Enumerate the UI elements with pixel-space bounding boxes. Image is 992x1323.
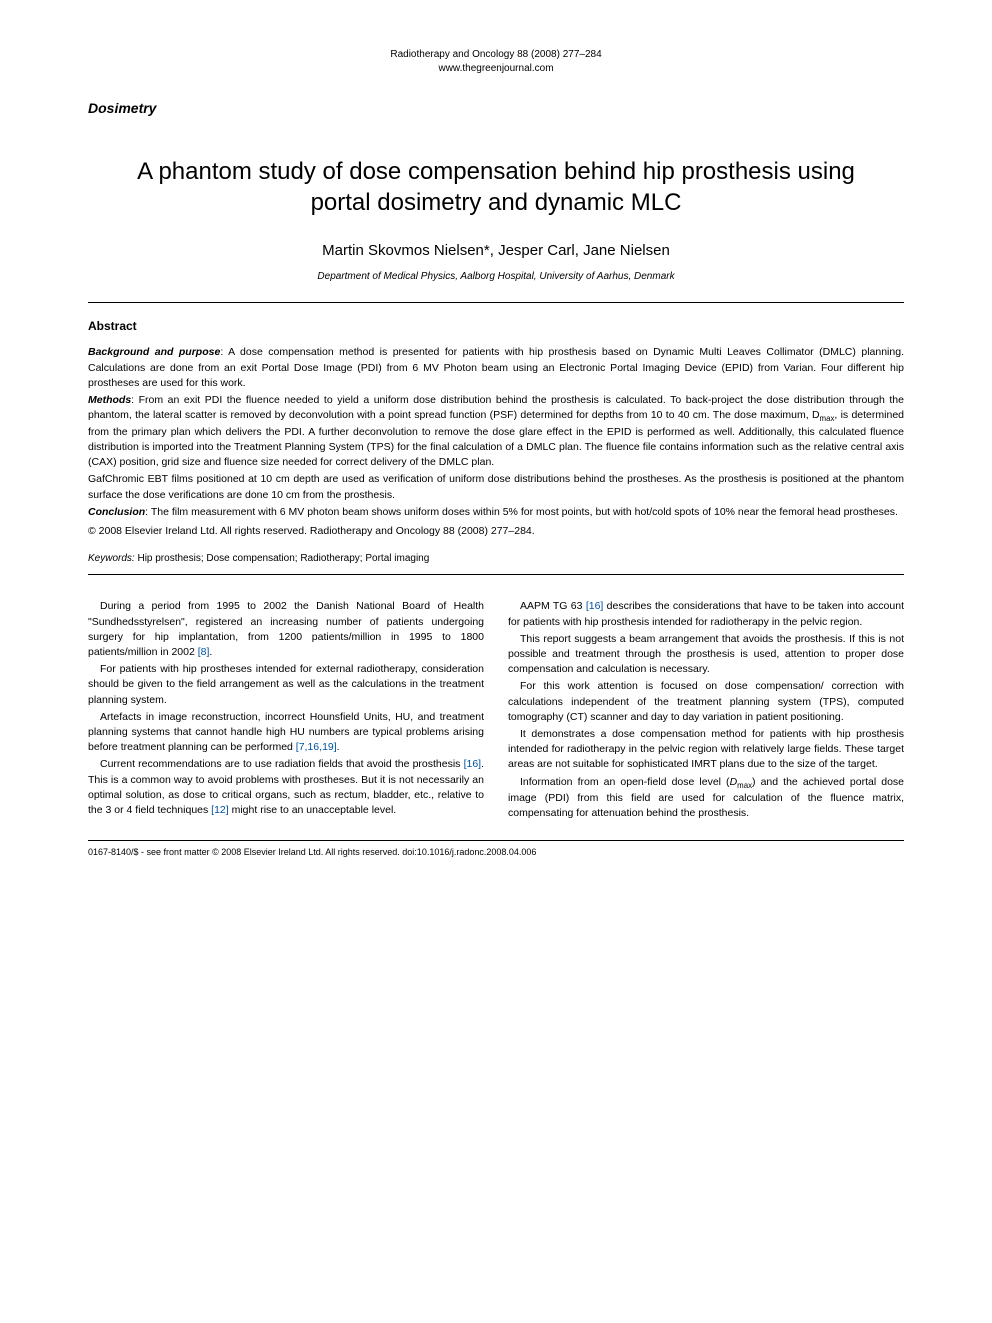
body-p1: During a period from 1995 to 2002 the Da… xyxy=(88,599,484,660)
keywords: Keywords: Hip prosthesis; Dose compensat… xyxy=(88,553,904,564)
abstract-methods-1: Methods: From an exit PDI the fluence ne… xyxy=(88,393,904,470)
copyright: © 2008 Elsevier Ireland Ltd. All rights … xyxy=(88,524,904,539)
section-label: Dosimetry xyxy=(88,100,904,116)
article-title: A phantom study of dose compensation beh… xyxy=(88,156,904,218)
authors: Martin Skovmos Nielsen*, Jesper Carl, Ja… xyxy=(88,242,904,259)
methods-text-1: : From an exit PDI the fluence needed to… xyxy=(88,394,904,421)
journal-header: Radiotherapy and Oncology 88 (2008) 277–… xyxy=(88,48,904,76)
conclusion-text: : The film measurement with 6 MV photon … xyxy=(145,506,898,518)
methods-sub: max xyxy=(820,414,835,423)
body-text: During a period from 1995 to 2002 the Da… xyxy=(88,599,904,822)
keywords-label: Keywords: xyxy=(88,553,135,564)
ref-16a[interactable]: [16] xyxy=(464,758,482,770)
body-p6: This report suggests a beam arrangement … xyxy=(508,632,904,678)
background-label: Background and purpose xyxy=(88,346,220,358)
abstract-methods-2: GafChromic EBT films positioned at 10 cm… xyxy=(88,472,904,502)
abstract-background: Background and purpose: A dose compensat… xyxy=(88,345,904,391)
ref-12[interactable]: [12] xyxy=(211,804,229,816)
keywords-text: Hip prosthesis; Dose compensation; Radio… xyxy=(135,553,430,564)
conclusion-label: Conclusion xyxy=(88,506,145,518)
body-p9: Information from an open-field dose leve… xyxy=(508,775,904,822)
abstract-conclusion: Conclusion: The film measurement with 6 … xyxy=(88,505,904,520)
body-p3: Artefacts in image reconstruction, incor… xyxy=(88,710,484,756)
body-p5: AAPM TG 63 [16] describes the considerat… xyxy=(508,599,904,629)
affiliation: Department of Medical Physics, Aalborg H… xyxy=(88,271,904,282)
footer: 0167-8140/$ - see front matter © 2008 El… xyxy=(88,840,904,857)
rule-bottom xyxy=(88,574,904,575)
abstract-heading: Abstract xyxy=(88,319,904,333)
abstract-body: Background and purpose: A dose compensat… xyxy=(88,345,904,539)
methods-label: Methods xyxy=(88,394,131,406)
rule-top xyxy=(88,302,904,303)
journal-url: www.thegreenjournal.com xyxy=(88,62,904,76)
body-p2: For patients with hip prostheses intende… xyxy=(88,662,484,708)
body-p7: For this work attention is focused on do… xyxy=(508,679,904,725)
ref-8[interactable]: [8] xyxy=(198,646,210,658)
journal-line: Radiotherapy and Oncology 88 (2008) 277–… xyxy=(88,48,904,62)
body-p4: Current recommendations are to use radia… xyxy=(88,757,484,818)
body-p8: It demonstrates a dose compensation meth… xyxy=(508,727,904,773)
ref-16b[interactable]: [16] xyxy=(586,600,604,612)
ref-7-16-19[interactable]: [7,16,19] xyxy=(296,741,337,753)
